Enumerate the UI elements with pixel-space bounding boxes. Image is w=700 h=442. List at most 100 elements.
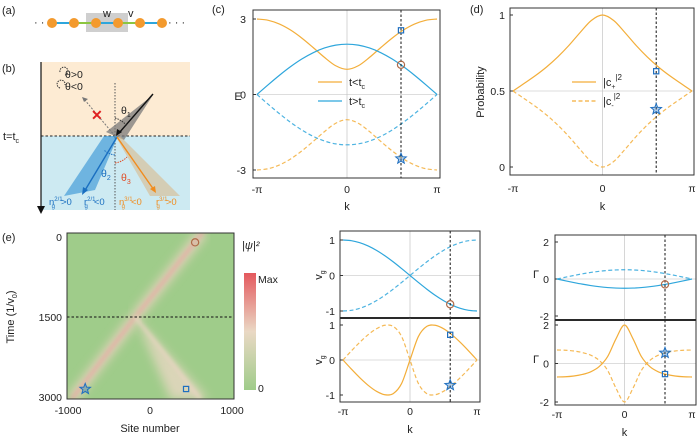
hopping-v-label: v	[128, 8, 134, 20]
square-marker	[447, 331, 454, 339]
series-line-dashed	[342, 239, 478, 312]
colorbar-title: |ψ|²	[242, 240, 260, 252]
x-axis-label: k	[600, 201, 606, 213]
series-line-dashed	[256, 119, 438, 171]
circle-marker	[190, 238, 200, 247]
y-tick-label: 1	[329, 320, 335, 332]
theta-negative-label: θ<0	[65, 81, 83, 93]
x-axis-label: Site number	[120, 423, 180, 435]
legend-label: |c-|2	[603, 92, 621, 110]
circle-marker	[660, 280, 670, 289]
y-tick-label: 0.5	[490, 86, 505, 98]
x-tick-label: 1000	[220, 405, 244, 417]
y-tick-label: -2	[540, 311, 549, 323]
x-axis-label: k	[407, 424, 413, 436]
y-tick-label: 1500	[39, 312, 63, 324]
star-marker	[443, 378, 457, 391]
reflected-beam	[134, 316, 203, 399]
chart-gamma-bottom: 2 0 -2-π 0 π k Γ	[533, 319, 697, 439]
square-marker	[652, 68, 660, 75]
transmitted-beam	[70, 316, 137, 399]
y-axis-label: Probability	[475, 66, 487, 118]
incident-arrow-icon	[116, 129, 122, 136]
x-tick-label: π	[688, 409, 695, 421]
y-tick-label: -2	[540, 397, 549, 409]
legend-sub: c	[362, 84, 366, 91]
y-tick-label: 0	[240, 90, 246, 102]
axes-frame	[339, 317, 481, 403]
colorbar-max-label: Max	[258, 274, 279, 286]
series-line-solid	[342, 324, 478, 396]
y-tick-label: 2	[543, 237, 549, 249]
chain-dots-right: · · ·	[168, 17, 185, 29]
r-orange-label: r3/1 g >0	[156, 197, 177, 210]
y-tick-label: 1	[499, 10, 505, 22]
x-tick-label: -π	[252, 184, 263, 196]
theta3-label: θ3	[121, 172, 131, 186]
series-line-solid	[256, 18, 438, 70]
theta2-label: θ2	[101, 168, 111, 182]
orange-arrow-icon	[150, 186, 156, 193]
y-tick-label: 2	[543, 320, 549, 332]
legend-label: t<tc	[349, 77, 366, 91]
x-tick-label: π	[473, 406, 480, 418]
square-marker	[397, 27, 405, 34]
hopping-w-label: w	[102, 8, 111, 20]
y-axis-label: Time (1/v0)	[5, 290, 19, 343]
x-tick-label: 0	[407, 406, 413, 418]
panel-label-c: (c)	[212, 4, 225, 16]
x-tick-label: -π	[508, 183, 519, 195]
panel-label-d: (d)	[470, 4, 483, 16]
y-axis-label-text: Probability	[475, 66, 487, 118]
x-tick-label: 0	[147, 405, 153, 417]
n-orange-label: n3/1 g <0	[119, 197, 142, 210]
group-index-labels: n2/1 g >0 r2/1 g <0 n3/1 g <0 r3/1 g >0	[49, 197, 177, 210]
n-blue-label: n2/1 g >0	[49, 197, 72, 210]
site-dot	[91, 18, 101, 28]
colorbar	[244, 273, 256, 390]
x-tick-label: π	[433, 184, 440, 196]
transmitted-arrow-icon	[82, 187, 88, 195]
y-axis-label-text: E	[234, 91, 241, 103]
series-line-dashed	[256, 94, 438, 146]
legend-text: t<t	[349, 77, 362, 89]
legend-text: t>t	[349, 96, 362, 108]
legend-sub: +	[611, 84, 615, 91]
y-axis-label-text: v	[313, 274, 325, 280]
x-tick-label: 0	[344, 184, 350, 196]
star-marker	[658, 345, 672, 359]
legend-label: |c+|2	[603, 73, 623, 91]
incident-beam	[134, 233, 204, 318]
square-marker	[661, 370, 669, 378]
site-dot	[47, 18, 57, 28]
x-tick-label: -π	[338, 406, 349, 418]
panel-label-b: (b)	[2, 63, 15, 75]
y-tick-label: -3	[237, 165, 246, 177]
series-line-solid	[512, 14, 693, 92]
star-marker	[649, 102, 663, 115]
axes-frame	[509, 7, 695, 176]
r-blue-label: r2/1 g <0	[84, 197, 105, 210]
y-axis-label: vg	[313, 355, 327, 365]
y-axis-label-sub: g	[320, 270, 327, 274]
y-tick-label: 0	[56, 232, 62, 244]
legend-sup: |2	[614, 92, 621, 101]
x-axis-label: k	[622, 427, 628, 439]
series-line-solid	[342, 239, 478, 312]
legend-label: t>tc	[349, 96, 366, 110]
reflected-arrow-icon	[82, 97, 88, 102]
time-axis-arrow-icon	[37, 206, 45, 214]
site-dot	[135, 18, 145, 28]
y-axis-label-text: Time (1/v	[5, 298, 17, 344]
y-axis-label-text: Γ	[533, 269, 539, 281]
legend-sub: -	[611, 103, 614, 110]
colorbar-min-label: 0	[258, 383, 264, 395]
y-tick-label: 1	[329, 235, 335, 247]
y-tick-label: 0	[543, 274, 549, 286]
y-axis-label: Γ	[533, 354, 539, 366]
y-tick-label: 0	[329, 271, 335, 283]
panel-label-e: (e)	[2, 232, 15, 244]
